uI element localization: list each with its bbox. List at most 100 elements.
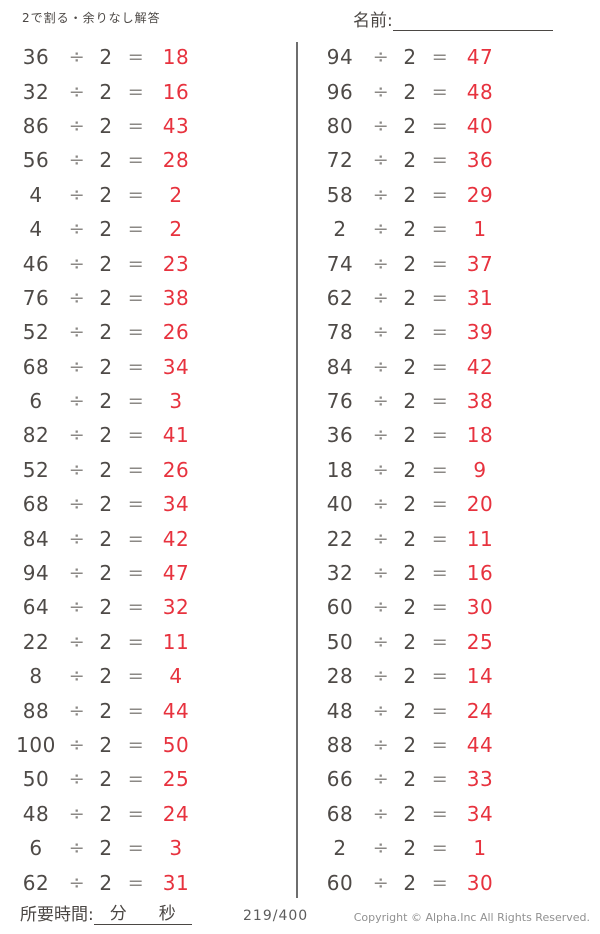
dividend: 68 [22, 492, 50, 517]
answer: 41 [162, 423, 190, 448]
division-sign: ÷ [68, 458, 86, 481]
division-sign: ÷ [68, 734, 86, 756]
equals-sign: = [431, 734, 449, 756]
equals-sign: = [431, 802, 449, 825]
divisor: 2 [99, 457, 113, 482]
answer: 26 [162, 457, 190, 482]
equals-sign: = [127, 699, 145, 722]
divisor: 2 [99, 148, 113, 173]
equals-sign: = [127, 562, 145, 585]
equals-sign: = [431, 596, 449, 619]
equals-sign: = [431, 183, 449, 206]
dividend: 32 [326, 561, 354, 586]
divisor: 2 [403, 629, 417, 654]
answer: 47 [466, 45, 494, 70]
divisor: 2 [99, 389, 113, 414]
division-sign: ÷ [68, 802, 86, 825]
problem-row: 68 ÷ 2 = 34 [304, 797, 600, 831]
dividend: 28 [326, 664, 354, 689]
division-sign: ÷ [68, 149, 86, 172]
problem-row: 52 ÷ 2 = 26 [0, 315, 296, 349]
problem-row: 100 ÷ 2 = 50 [0, 728, 296, 762]
dividend: 62 [22, 870, 50, 895]
name-field: 名前: [353, 6, 553, 31]
dividend: 88 [22, 698, 50, 723]
dividend: 56 [22, 148, 50, 173]
divisor: 2 [403, 561, 417, 586]
answer: 20 [466, 492, 494, 517]
equals-sign: = [431, 149, 449, 172]
division-sign: ÷ [68, 596, 86, 619]
dividend: 84 [22, 526, 50, 551]
divisor: 2 [99, 45, 113, 70]
equals-sign: = [431, 390, 449, 413]
problem-row: 62 ÷ 2 = 31 [304, 281, 600, 315]
equals-sign: = [431, 837, 449, 860]
problem-row: 32 ÷ 2 = 16 [304, 556, 600, 590]
divisor: 2 [403, 217, 417, 242]
division-sign: ÷ [68, 114, 86, 137]
division-sign: ÷ [372, 630, 390, 653]
division-sign: ÷ [68, 286, 86, 309]
equals-sign: = [431, 493, 449, 516]
problem-row: 2 ÷ 2 = 1 [304, 212, 600, 246]
answer: 34 [162, 354, 190, 379]
dividend: 94 [326, 45, 354, 70]
division-sign: ÷ [68, 630, 86, 653]
problem-row: 58 ÷ 2 = 29 [304, 178, 600, 212]
equals-sign: = [127, 321, 145, 344]
dividend: 8 [29, 664, 43, 689]
divisor: 2 [99, 113, 113, 138]
equals-sign: = [127, 80, 145, 103]
equals-sign: = [127, 286, 145, 309]
answer: 42 [466, 354, 494, 379]
divisor: 2 [403, 285, 417, 310]
division-sign: ÷ [68, 562, 86, 585]
dividend: 36 [22, 45, 50, 70]
division-sign: ÷ [372, 355, 390, 378]
divisor: 2 [403, 492, 417, 517]
problem-row: 82 ÷ 2 = 41 [0, 418, 296, 452]
column-left: 36 ÷ 2 = 18 32 ÷ 2 = 16 86 ÷ 2 = 43 56 ÷… [0, 40, 296, 900]
answer: 9 [473, 457, 487, 482]
divisor: 2 [403, 354, 417, 379]
problem-row: 86 ÷ 2 = 43 [0, 109, 296, 143]
dividend: 22 [326, 526, 354, 551]
divisor: 2 [403, 595, 417, 620]
equals-sign: = [431, 458, 449, 481]
division-sign: ÷ [68, 46, 86, 69]
problem-row: 32 ÷ 2 = 16 [0, 74, 296, 108]
problem-row: 68 ÷ 2 = 34 [0, 350, 296, 384]
problem-row: 88 ÷ 2 = 44 [304, 728, 600, 762]
copyright-notice: Copyright © Alpha.Inc All Rights Reserve… [353, 911, 590, 924]
divisor: 2 [403, 113, 417, 138]
division-sign: ÷ [372, 149, 390, 172]
answer: 31 [466, 285, 494, 310]
answer: 3 [169, 836, 183, 861]
dividend: 46 [22, 251, 50, 276]
dividend: 86 [22, 113, 50, 138]
problem-row: 4 ÷ 2 = 2 [0, 212, 296, 246]
problem-row: 72 ÷ 2 = 36 [304, 143, 600, 177]
answer: 4 [169, 664, 183, 689]
problem-row: 62 ÷ 2 = 31 [0, 865, 296, 899]
divisor: 2 [99, 492, 113, 517]
division-sign: ÷ [68, 527, 86, 550]
problem-row: 96 ÷ 2 = 48 [304, 74, 600, 108]
equals-sign: = [127, 493, 145, 516]
dividend: 76 [326, 389, 354, 414]
equals-sign: = [431, 218, 449, 241]
equals-sign: = [431, 355, 449, 378]
column-divider [296, 42, 298, 898]
division-sign: ÷ [68, 252, 86, 275]
dividend: 50 [22, 767, 50, 792]
division-sign: ÷ [68, 80, 86, 103]
equals-sign: = [127, 355, 145, 378]
answer: 11 [162, 629, 190, 654]
answer: 25 [162, 767, 190, 792]
dividend: 88 [326, 733, 354, 757]
problem-row: 80 ÷ 2 = 40 [304, 109, 600, 143]
equals-sign: = [431, 665, 449, 688]
dividend: 36 [326, 423, 354, 448]
answer: 38 [466, 389, 494, 414]
